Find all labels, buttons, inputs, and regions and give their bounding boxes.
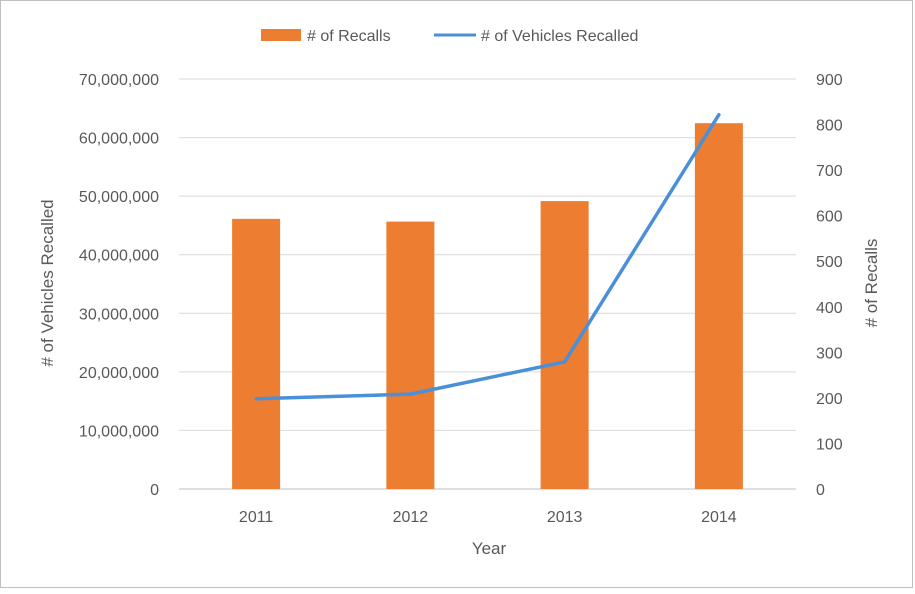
x-axis: 2011 2012 2013 2014 [239, 509, 737, 526]
x-tick-label: 2014 [701, 509, 737, 526]
y-left-tick-label: 40,000,000 [79, 248, 159, 265]
y-right-tick-label: 700 [816, 163, 843, 180]
bar-2011 [232, 219, 280, 489]
line-series [256, 115, 719, 399]
y-right-tick-label: 900 [816, 72, 843, 89]
y-left-tick-label: 60,000,000 [79, 131, 159, 148]
y-left-tick-label: 20,000,000 [79, 365, 159, 382]
x-tick-label: 2011 [239, 509, 274, 526]
bar-2012 [386, 222, 434, 489]
vehicles-recalled-line [256, 115, 719, 399]
y-right-tick-label: 200 [816, 391, 843, 408]
y-right-tick-label: 300 [816, 345, 843, 362]
y-right-tick-label: 600 [816, 209, 843, 226]
bar-2013 [541, 201, 589, 489]
y-left-tick-label: 10,000,000 [79, 423, 159, 440]
y-axis-left-title: # of Vehicles Recalled [38, 199, 57, 366]
bar-series [232, 123, 743, 489]
y-left-tick-label: 30,000,000 [79, 306, 159, 323]
bar-2014 [695, 123, 743, 489]
y-axis-left: 0 10,000,000 20,000,000 30,000,000 40,000,00… [79, 72, 159, 499]
legend-label-recalls: # of Recalls [307, 28, 391, 45]
x-axis-title: Year [472, 539, 507, 558]
y-left-tick-label: 50,000,000 [79, 189, 159, 206]
x-tick-label: 2013 [547, 509, 583, 526]
x-tick-label: 2012 [393, 509, 429, 526]
y-axis-right-title: # of Recalls [862, 239, 881, 328]
y-right-tick-label: 400 [816, 300, 843, 317]
y-left-tick-label: 70,000,000 [79, 72, 159, 89]
y-right-tick-label: 100 [816, 436, 843, 453]
legend-label-vehicles: # of Vehicles Recalled [481, 28, 638, 45]
y-left-tick-label: 0 [150, 482, 159, 499]
legend-swatch-recalls [261, 29, 301, 41]
y-right-tick-label: 0 [816, 482, 825, 499]
y-axis-right: 0 100 200 300 400 500 600 700 800 900 [816, 72, 843, 499]
legend: # of Recalls # of Vehicles Recalled [261, 28, 638, 45]
y-right-tick-label: 800 [816, 118, 843, 135]
y-right-tick-label: 500 [816, 254, 843, 271]
